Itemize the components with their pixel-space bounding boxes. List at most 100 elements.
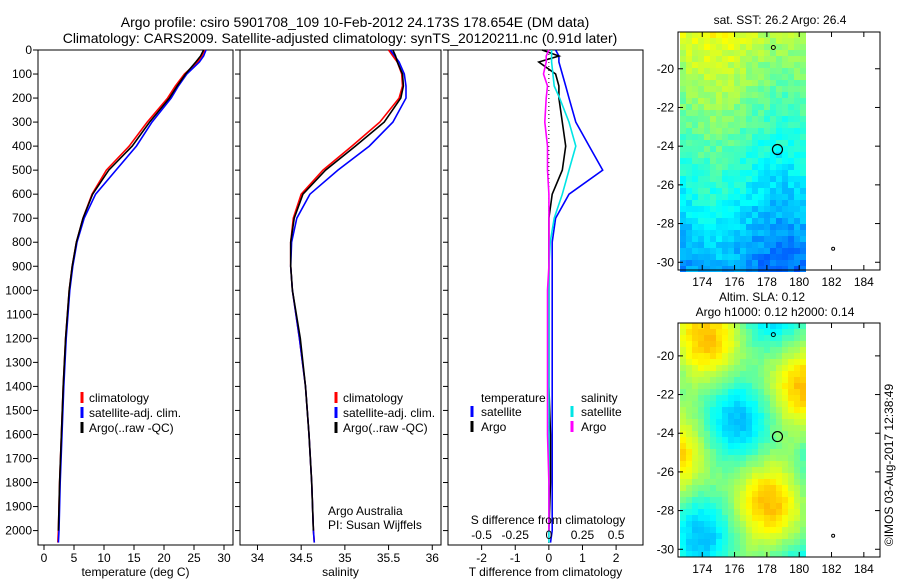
map-cell: [794, 545, 800, 551]
map-cell: [746, 62, 752, 68]
y-tick-label: 500: [12, 163, 32, 177]
map-cell: [794, 188, 800, 194]
map-cell: [782, 152, 788, 158]
map-cell: [704, 140, 710, 146]
map-cell: [752, 158, 758, 164]
map-cell: [728, 509, 734, 515]
map-cell: [746, 86, 752, 92]
map-cell: [752, 383, 758, 389]
map-cell: [752, 341, 758, 347]
map-cell: [788, 479, 794, 485]
map-cell: [782, 116, 788, 122]
salinity-panel: 34 34.5 35 35.5 36salinityclimatologysatelli…: [235, 49, 442, 579]
map-cell: [734, 104, 740, 110]
map-cell: [716, 188, 722, 194]
map-cell: [764, 485, 770, 491]
map-cell: [710, 68, 716, 74]
map-cell: [722, 509, 728, 515]
legend-header: salinity: [581, 391, 618, 405]
map-cell: [764, 74, 770, 80]
map-cell: [746, 266, 752, 272]
map-cell: [710, 146, 716, 152]
map-cell: [692, 158, 698, 164]
map-cell: [698, 389, 704, 395]
map-cell: [734, 407, 740, 413]
map-cell: [728, 176, 734, 182]
map-cell: [698, 377, 704, 383]
map-cell: [692, 359, 698, 365]
map-cell: [710, 158, 716, 164]
map-cell: [770, 134, 776, 140]
map-cell: [740, 497, 746, 503]
map-cell: [722, 140, 728, 146]
map-cell: [752, 230, 758, 236]
map-cell: [698, 485, 704, 491]
map-cell: [692, 551, 698, 557]
map-cell: [746, 371, 752, 377]
map-cell: [698, 170, 704, 176]
x-axis-label: T difference from climatology: [469, 565, 623, 579]
map-cell: [794, 212, 800, 218]
lat-tick-label: -22: [657, 100, 675, 114]
map-cell: [782, 449, 788, 455]
map-cell: [692, 455, 698, 461]
map-cell: [758, 425, 764, 431]
legend-label: Argo(..raw -QC): [89, 421, 174, 435]
map-cell: [680, 515, 686, 521]
map-cell: [740, 200, 746, 206]
map-cell: [800, 341, 806, 347]
map-cell: [794, 158, 800, 164]
map-cell: [770, 230, 776, 236]
map-cell: [680, 437, 686, 443]
map-cell: [686, 455, 692, 461]
map-cell: [770, 413, 776, 419]
map-cell: [758, 194, 764, 200]
map-cell: [698, 323, 704, 329]
map-cell: [758, 92, 764, 98]
map-cell: [752, 365, 758, 371]
map-cell: [800, 80, 806, 86]
map-cell: [680, 419, 686, 425]
map-cell: [788, 527, 794, 533]
map-cell: [722, 68, 728, 74]
map-cell: [782, 182, 788, 188]
map-cell: [686, 407, 692, 413]
map-cell: [680, 176, 686, 182]
map-cell: [692, 86, 698, 92]
map-cell: [794, 371, 800, 377]
map-cell: [800, 152, 806, 158]
map-cell: [686, 323, 692, 329]
map-cell: [722, 455, 728, 461]
map-cell: [776, 521, 782, 527]
map-cell: [680, 389, 686, 395]
map-cell: [764, 212, 770, 218]
map-cell: [764, 545, 770, 551]
map-cell: [686, 467, 692, 473]
map-cell: [764, 242, 770, 248]
map-cell: [764, 128, 770, 134]
map-cell: [698, 545, 704, 551]
map-cell: [722, 335, 728, 341]
map-cell: [728, 164, 734, 170]
map-cell: [704, 467, 710, 473]
map-cell: [740, 212, 746, 218]
map-cell: [734, 230, 740, 236]
map-cell: [800, 56, 806, 62]
legend-label: satellite-adj. clim.: [89, 406, 181, 420]
map-cell: [704, 443, 710, 449]
map-cell: [770, 182, 776, 188]
map-cell: [698, 491, 704, 497]
map-cell: [704, 419, 710, 425]
map-cell: [758, 407, 764, 413]
map-cell: [788, 152, 794, 158]
map-cell: [788, 533, 794, 539]
map-cell: [704, 86, 710, 92]
map-cell: [770, 80, 776, 86]
map-cell: [740, 230, 746, 236]
map-cell: [752, 80, 758, 86]
map-cell: [740, 467, 746, 473]
map-cell: [692, 449, 698, 455]
map-cell: [746, 200, 752, 206]
map-cell: [794, 230, 800, 236]
map-cell: [770, 68, 776, 74]
